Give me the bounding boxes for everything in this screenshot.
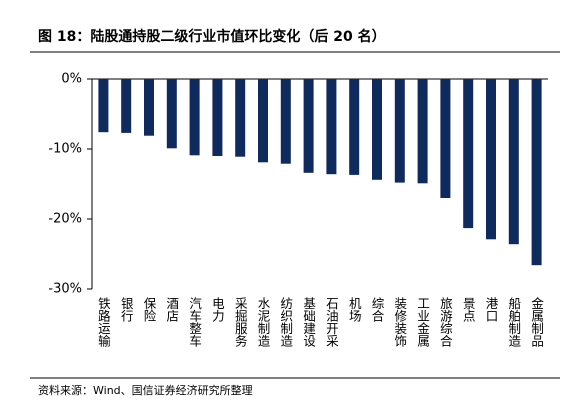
bar [121, 79, 132, 133]
x-tick-label: 港口 [484, 297, 499, 322]
y-tick-label: 0% [61, 72, 82, 87]
bar [372, 79, 382, 180]
bar [349, 79, 360, 175]
chart-title: 图 18：陆股通持股二级行业市值环比变化（后 20 名） [38, 28, 386, 45]
bar [531, 79, 542, 266]
bar [98, 79, 109, 133]
bar [463, 79, 474, 229]
bar [417, 79, 428, 184]
x-tick-label: 旅游综合 [438, 297, 453, 347]
bar [486, 79, 496, 240]
x-tick-label: 电力 [210, 297, 225, 323]
bar [280, 79, 291, 164]
x-tick-label: 银行 [119, 297, 134, 323]
bar [303, 79, 314, 173]
bar [144, 79, 154, 136]
bar [235, 79, 246, 157]
x-tick-label: 纺织制造 [278, 297, 293, 347]
x-tick-label: 石油开采 [324, 297, 339, 347]
bar [508, 79, 519, 245]
x-tick-label: 保险 [142, 297, 157, 322]
x-tick-label: 景点 [461, 297, 476, 322]
y-tick-label: -10% [48, 142, 82, 157]
x-tick-label: 采掘服务 [233, 297, 248, 347]
bar [189, 79, 200, 156]
x-tick-label: 基础建设 [301, 297, 316, 348]
x-tick-label: 船舶制造 [506, 297, 521, 347]
x-tick-label: 汽车整车 [187, 296, 202, 348]
x-tick-label: 水泥制造 [256, 297, 271, 347]
bar [394, 79, 405, 183]
bar [258, 79, 268, 163]
bar [166, 79, 177, 149]
x-tick-label: 装修装饰 [392, 297, 407, 347]
bar [212, 79, 223, 156]
x-tick-label: 金属制品 [529, 296, 544, 347]
x-tick-label: 酒店 [164, 297, 179, 322]
x-tick-label: 工业金属 [415, 297, 430, 348]
bar [440, 79, 451, 198]
bar [326, 79, 337, 175]
source: 资料来源：Wind、国信证券经济研究所整理 [38, 383, 253, 397]
x-tick-label: 机场 [347, 297, 362, 322]
y-tick-label: -30% [48, 282, 82, 297]
x-tick-label: 铁路运输 [96, 297, 111, 348]
y-tick-label: -20% [48, 212, 82, 227]
x-tick-label: 综合 [370, 297, 385, 322]
